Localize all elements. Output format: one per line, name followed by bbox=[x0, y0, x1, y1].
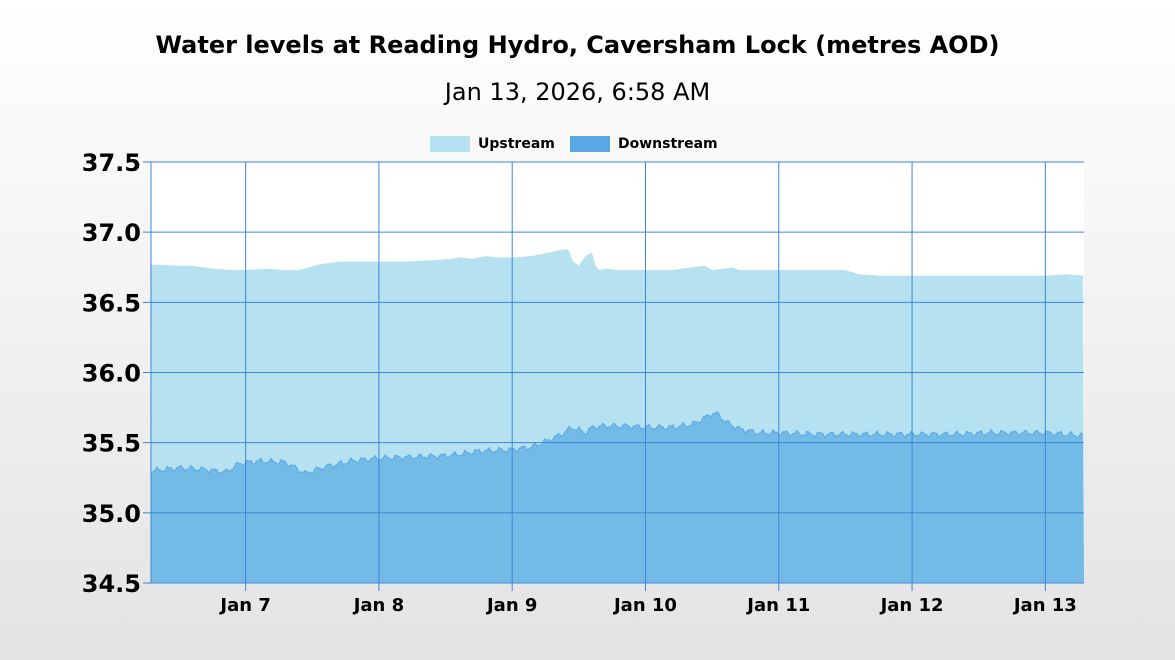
chart-title: Water levels at Reading Hydro, Caversham… bbox=[155, 31, 1000, 59]
x-tick-label: Jan 12 bbox=[879, 595, 944, 616]
y-tick-label: 35.5 bbox=[82, 430, 141, 458]
y-tick-label: 37.0 bbox=[82, 219, 141, 247]
x-tick-label: Jan 13 bbox=[1012, 595, 1077, 616]
x-tick-label: Jan 8 bbox=[352, 595, 404, 616]
y-tick-label: 37.5 bbox=[82, 149, 141, 177]
series-downstream-line bbox=[150, 411, 1084, 476]
legend-label-upstream[interactable]: Upstream bbox=[478, 136, 555, 152]
series-downstream-area[interactable] bbox=[151, 411, 1084, 583]
grid-layer bbox=[143, 161, 1084, 591]
x-tick-label: Jan 11 bbox=[745, 595, 810, 616]
x-tick-label: Jan 9 bbox=[485, 595, 537, 616]
legend-swatch-upstream[interactable] bbox=[430, 136, 470, 152]
legend-label-downstream[interactable]: Downstream bbox=[618, 136, 718, 152]
legend-swatch-downstream[interactable] bbox=[570, 136, 610, 152]
series-layer bbox=[150, 249, 1084, 583]
y-tick-label: 36.0 bbox=[82, 360, 141, 388]
y-tick-label: 34.5 bbox=[82, 570, 141, 598]
chart-subtitle: Jan 13, 2026, 6:58 AM bbox=[444, 78, 711, 106]
y-tick-label: 35.0 bbox=[82, 500, 141, 528]
x-tick-label: Jan 7 bbox=[218, 595, 270, 616]
x-tick-label: Jan 10 bbox=[612, 595, 677, 616]
legend[interactable]: Upstream Downstream bbox=[430, 136, 718, 152]
y-tick-label: 36.5 bbox=[82, 289, 141, 317]
axis-layer: 34.5 35.0 35.5 36.0 36.5 37.0 37.5 Jan 7 Jan 8 Ja… bbox=[82, 149, 1077, 616]
